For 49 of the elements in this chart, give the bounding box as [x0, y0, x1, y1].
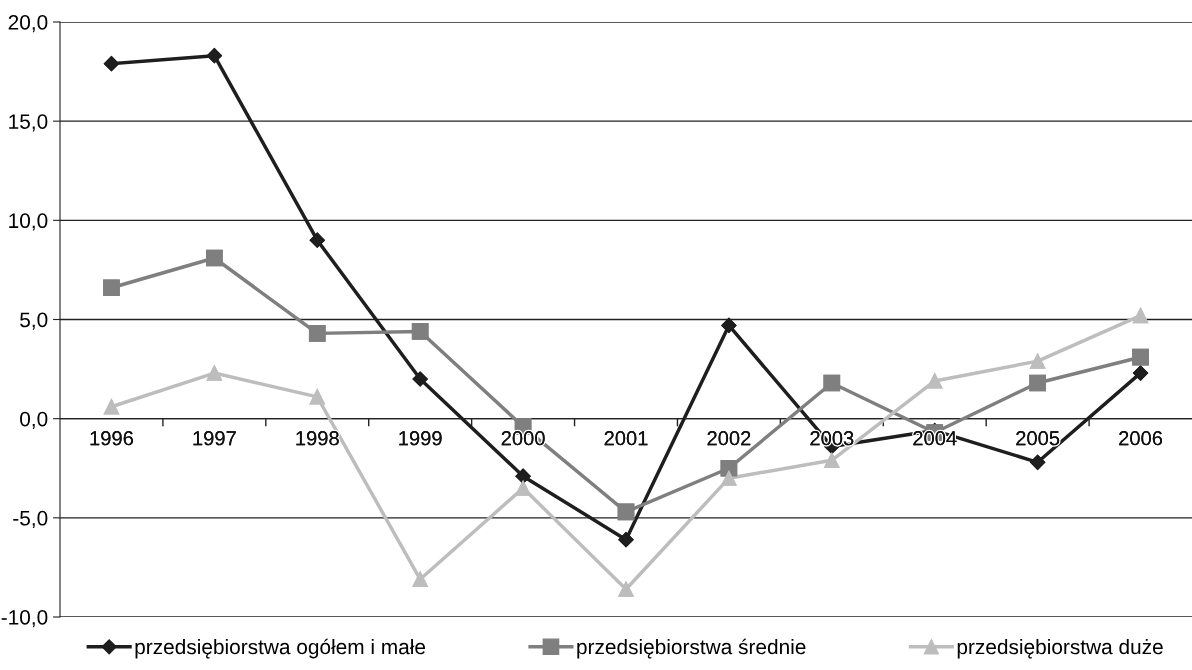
y-tick-label: 10,0	[9, 213, 48, 231]
point	[1132, 348, 1149, 366]
point	[515, 480, 531, 496]
x-tick-label: 2001	[604, 431, 648, 446]
point	[721, 317, 737, 334]
point	[617, 503, 635, 521]
point	[618, 581, 634, 597]
point	[103, 399, 120, 415]
point	[1030, 454, 1046, 470]
y-tick-label: 5,0	[20, 312, 48, 330]
point	[412, 571, 428, 587]
y-tick-label: 0,0	[20, 411, 48, 429]
point	[927, 373, 943, 389]
point	[411, 323, 429, 340]
point	[206, 48, 222, 64]
point	[308, 325, 326, 342]
point	[309, 389, 325, 405]
y-tick-label: -5,0	[13, 510, 48, 529]
point	[1132, 365, 1149, 381]
y-tick-label: -10,0	[1, 610, 48, 628]
y-tick-label: 15,0	[9, 114, 48, 132]
point	[206, 365, 223, 381]
legend-label: przedsiębiorstwa duże	[957, 638, 1163, 659]
point	[1132, 307, 1149, 324]
point	[721, 470, 737, 486]
point	[720, 459, 738, 477]
point	[515, 468, 531, 484]
x-tick-label: 2002	[707, 431, 751, 446]
x-tick-label: 2000	[501, 431, 545, 446]
point	[824, 452, 840, 468]
x-tick-label: 1999	[399, 431, 442, 446]
point	[103, 279, 120, 297]
point	[823, 374, 841, 392]
point	[1029, 353, 1046, 369]
point	[412, 371, 428, 387]
legend-label: przedsiębiorstwa ogółem i małe	[135, 638, 426, 659]
x-tick-label: 2004	[913, 431, 957, 446]
point	[618, 532, 634, 548]
x-tick-label: 1996	[90, 431, 133, 446]
x-tick-label: 1998	[296, 431, 339, 446]
point	[309, 232, 325, 248]
x-tick-label: 2005	[1016, 431, 1060, 446]
point	[206, 249, 223, 267]
point	[103, 56, 120, 72]
legend-label: przedsiębiorstwa średnie	[577, 638, 806, 659]
x-tick-label: 2006	[1119, 431, 1163, 446]
point	[1029, 374, 1046, 392]
x-tick-label: 1997	[193, 431, 236, 446]
y-tick-label: 20,0	[8, 15, 48, 33]
